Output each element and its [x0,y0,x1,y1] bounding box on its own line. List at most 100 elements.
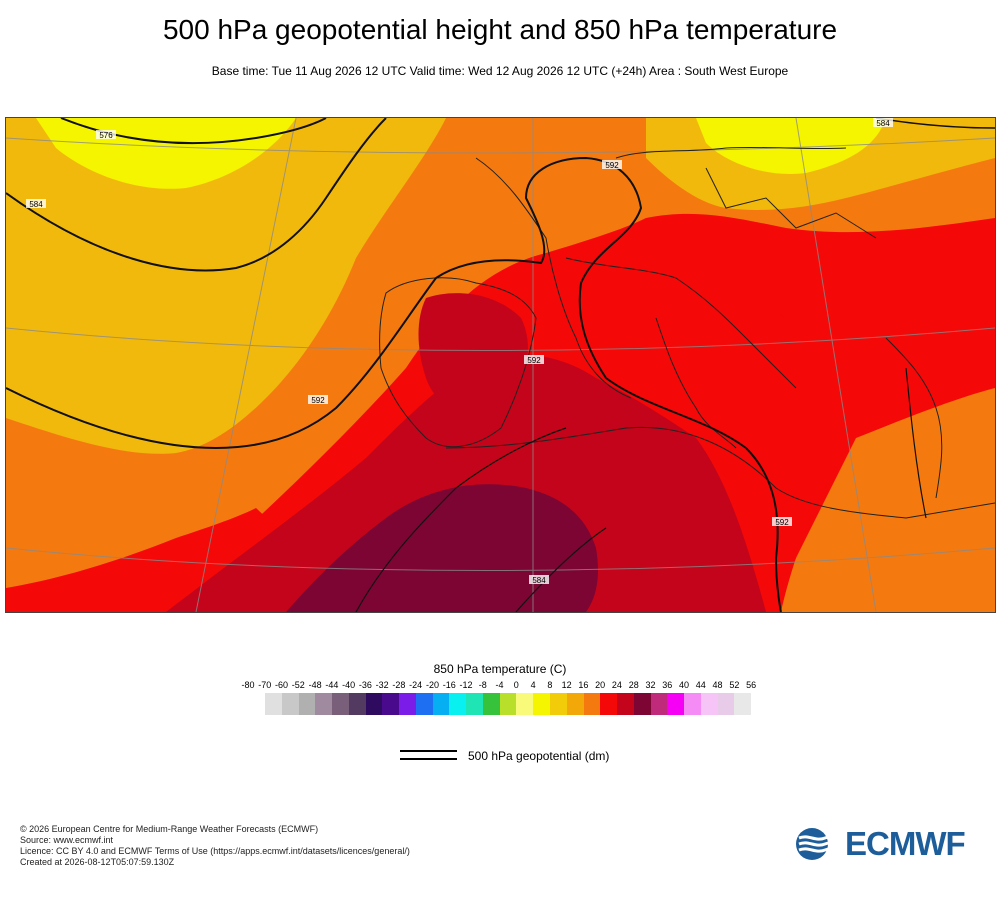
colorbar-tick-label: 4 [530,680,536,690]
geopotential-contour-line [515,527,607,612]
temperature-field-16 [6,118,446,454]
colorbar-swatch [415,693,433,715]
colorbar-tick-label: 12 [561,680,572,690]
temperature-field-32 [286,484,598,612]
colorbar-tick-label: 24 [611,680,622,690]
map-canvas: 576 584 584 592 592 592 592 584 [6,118,995,612]
colorbar-swatch [734,693,752,715]
colorbar-swatch [684,693,701,715]
contour-label: 592 [602,160,622,170]
source-text: Source: www.ecmwf.int [20,835,114,845]
colorbar-tick-label: 8 [547,680,553,690]
footer: © 2026 European Centre for Medium-Range … [20,824,410,868]
colorbar-swatch [365,693,383,715]
colorbar-tick-label: -16 [442,680,456,690]
colorbar-swatch [566,693,584,715]
geopotential-contours [6,118,995,612]
contour-label-text: 584 [29,200,43,209]
geopotential-contour-line [6,118,387,272]
colorbar-swatch [617,693,634,715]
colorbar-swatch [516,693,534,715]
weather-map: 576 584 584 592 592 592 592 584 [5,117,996,613]
colorbar-swatch [298,693,316,715]
colorbar-swatch [482,693,500,715]
colorbar-swatch [717,693,735,715]
colorbar-tick-label: -20 [425,680,439,690]
colorbar-swatch [432,693,450,715]
colorbar-swatch [600,693,618,715]
colorbar-swatch [466,693,483,715]
contour-label-text: 592 [605,161,619,170]
contour-labels: 576 584 584 592 592 592 592 584 [26,118,893,585]
colorbar-tick-label: -40 [342,680,356,690]
colorbar-tick-label: 28 [628,680,639,690]
colorbar-tick-label: -32 [375,680,389,690]
temperature-field-28 [166,354,766,612]
colorbar-tick-label: -24 [409,680,423,690]
ecmwf-logo: ECMWF [795,825,985,862]
colorbar-tick-label: -36 [358,680,372,690]
contour-label: 584 [873,118,893,128]
colorbar-tick-label: 52 [729,680,740,690]
geopotential-legend-line [400,750,457,762]
copyright-text: © 2026 European Centre for Medium-Range … [20,824,319,834]
colorbar-tick-label: 56 [746,680,757,690]
colorbar-swatch [667,693,685,715]
geopotential-contour-line [905,367,927,519]
colorbar-swatch [332,693,349,715]
temperature-field-yellow-north [696,118,886,174]
colorbar-swatch [700,693,718,715]
contour-label: 576 [96,130,116,140]
graticule [6,118,995,612]
created-text: Created at 2026-08-12T05:07:59.130Z [20,857,175,867]
colorbar-tick-label: 32 [645,680,656,690]
colorbar-swatch [499,693,517,715]
contour-label-text: 584 [876,119,890,128]
contour-label-text: 592 [527,356,541,365]
colorbar-tick-label: 48 [712,680,723,690]
colorbar-tick-label: -52 [291,680,305,690]
colorbar-swatch [550,693,567,715]
contour-label-text: 592 [311,396,325,405]
colorbar-tick-label: -12 [459,680,473,690]
contour-label: 592 [308,395,328,405]
contour-label: 592 [524,355,544,365]
colorbar-swatch [315,693,333,715]
temperature-field-24-east [766,261,995,386]
colorbar-tick-label: -80 [241,680,255,690]
contour-label: 584 [529,575,549,585]
contour-label: 592 [772,517,792,527]
colorbar-tick-label: -4 [495,680,504,690]
chart-subtitle: Base time: Tue 11 Aug 2026 12 UTC Valid … [211,64,789,78]
colorbar-swatch [449,693,467,715]
colorbar-swatch [382,693,400,715]
colorbar-tick-label: 16 [578,680,589,690]
geopotential-legend-label: 500 hPa geopotential (dm) [468,749,610,763]
colorbar-swatch [281,693,299,715]
colorbar-ticks: -80 -70 -60 -52 -48 -44 -40 -36 -32 -28 -24 -20 -16-… [0,680,1000,694]
colorbar-swatch [633,693,651,715]
contour-label: 584 [26,199,46,209]
coastlines [379,146,995,519]
contour-label-text: 576 [99,131,113,140]
geopotential-contour-line [355,427,567,612]
colorbar-tick-label: -44 [325,680,339,690]
contour-label-text: 592 [775,518,789,527]
colorbar-tick-label: 0 [513,680,519,690]
licence-text: Licence: CC BY 4.0 and ECMWF Terms of Us… [20,846,410,856]
colorbar-title: 850 hPa temperature (C) [433,662,567,676]
colorbar-tick-label: 36 [662,680,673,690]
ecmwf-logo-icon [796,828,841,860]
colorbar-tick-label: -8 [478,680,487,690]
colorbar-tick-label: -60 [275,680,289,690]
ecmwf-logo-text: ECMWF [845,825,966,862]
colorbar-tick-label: 40 [679,680,690,690]
chart-title: 500 hPa geopotential height and 850 hPa … [162,14,838,45]
contour-label-text: 584 [532,576,546,585]
colorbar-tick-label: 20 [595,680,606,690]
geopotential-contour-line [6,156,782,612]
colorbar-tick-label: -48 [308,680,322,690]
colorbar-swatch [265,693,282,715]
colorbar-swatch [533,693,551,715]
colorbar-tick-label: -70 [258,680,272,690]
